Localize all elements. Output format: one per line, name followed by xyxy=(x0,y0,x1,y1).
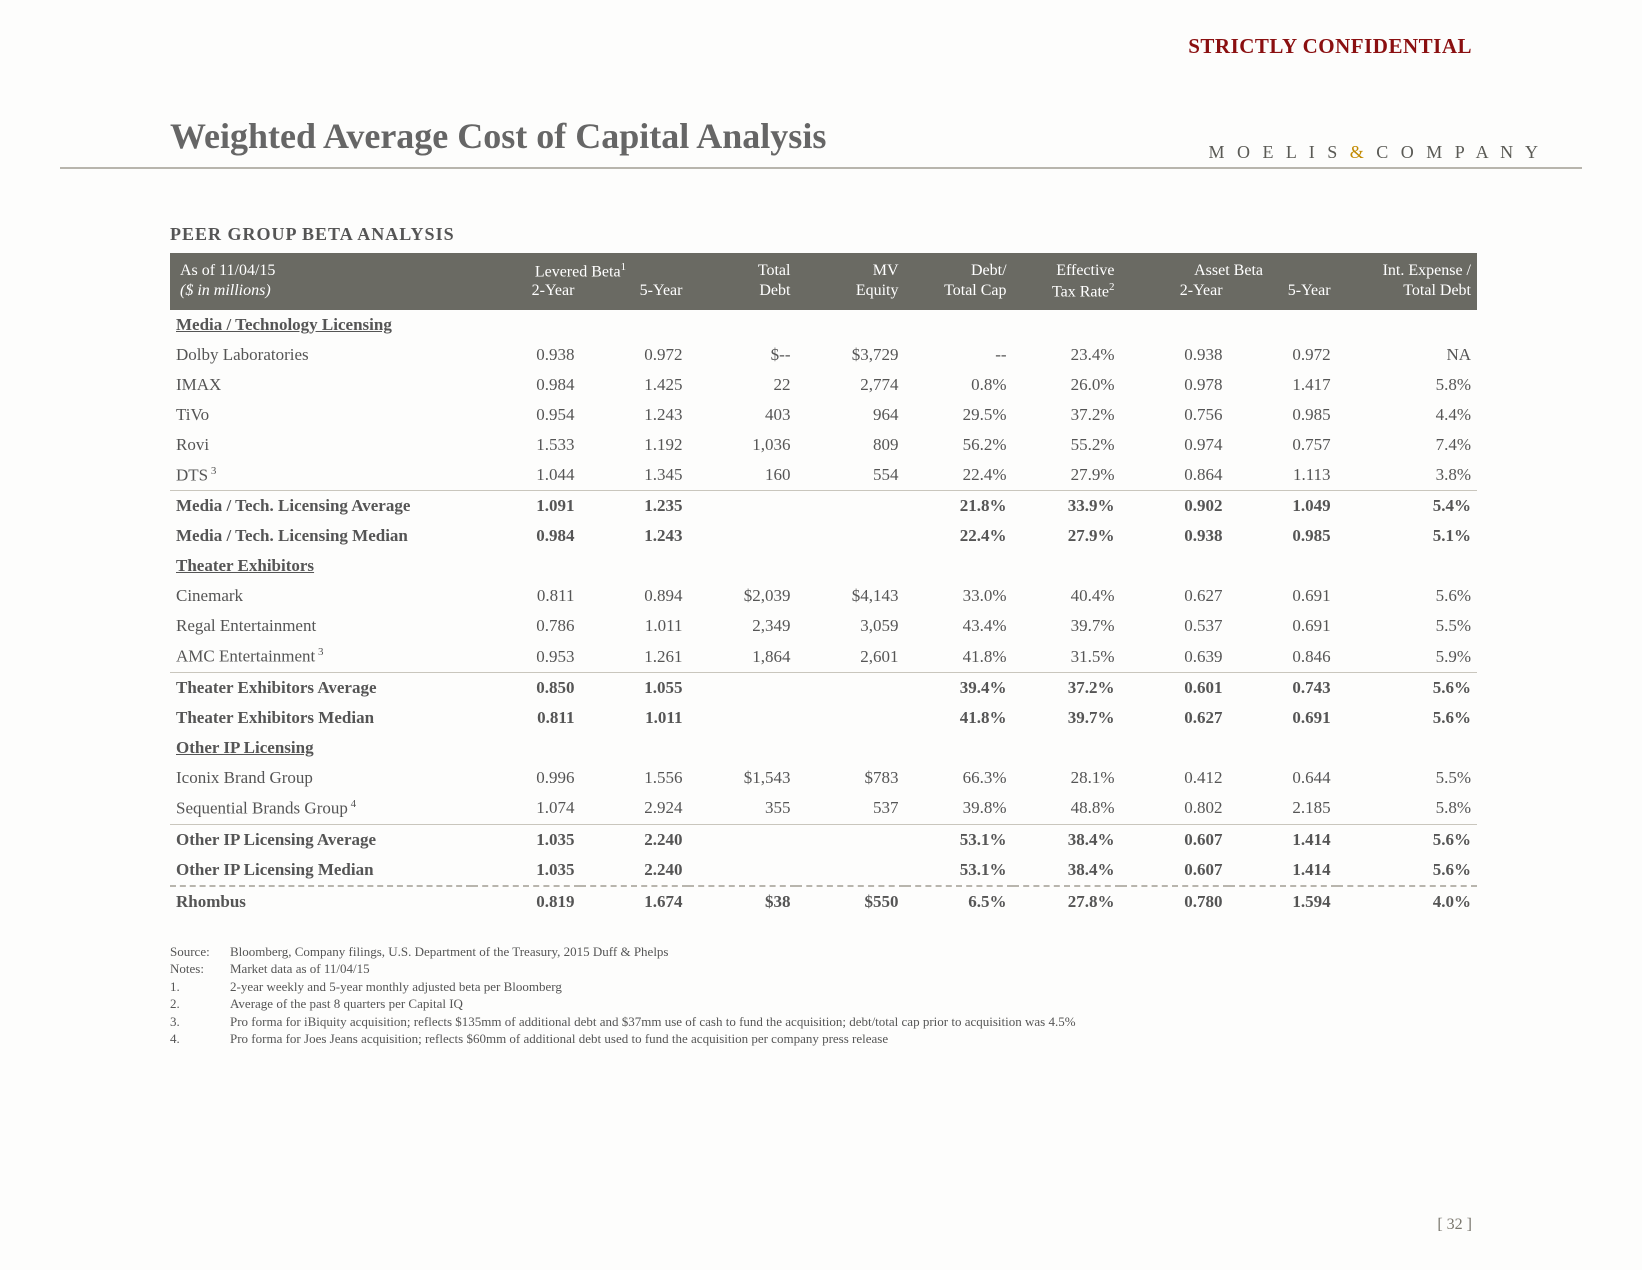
hdr-asset-2y: 2-Year xyxy=(1121,281,1229,309)
table-row: Media / Tech. Licensing Median0.9841.243… xyxy=(170,521,1477,551)
notes-label: Notes: xyxy=(170,960,230,978)
table-row: DTS 31.0441.34516055422.4%27.9%0.8641.11… xyxy=(170,460,1477,491)
table-row: Dolby Laboratories0.9380.972$--$3,729--2… xyxy=(170,340,1477,370)
hdr-2y: 2-Year xyxy=(472,281,580,309)
note-item: 4.Pro forma for Joes Jeans acquisition; … xyxy=(170,1030,1582,1048)
brand-logo: M O E L I S & C O M P A N Y xyxy=(1208,142,1582,163)
table-row: AMC Entertainment 30.9531.2611,8642,6014… xyxy=(170,641,1477,672)
beta-analysis-table: As of 11/04/15 Levered Beta1 Total MV De… xyxy=(170,253,1477,917)
table-row: Other IP Licensing Average1.0352.24053.1… xyxy=(170,824,1477,855)
table-row: Other IP Licensing Median1.0352.24053.1%… xyxy=(170,855,1477,886)
brand-prefix: M O E L I S xyxy=(1208,142,1341,162)
hdr-intexp: Int. Expense / xyxy=(1337,253,1477,281)
source-label: Source: xyxy=(170,943,230,961)
hdr-units: ($ in millions) xyxy=(170,281,472,309)
category-row: Media / Technology Licensing xyxy=(170,310,1477,340)
table-row: Iconix Brand Group0.9961.556$1,543$78366… xyxy=(170,763,1477,793)
confidential-label: STRICTLY CONFIDENTIAL xyxy=(1188,34,1472,59)
table-row: Theater Exhibitors Median0.8111.01141.8%… xyxy=(170,703,1477,733)
table-row: TiVo0.9541.24340396429.5%37.2%0.7560.985… xyxy=(170,400,1477,430)
note-item: 1.2-year weekly and 5-year monthly adjus… xyxy=(170,978,1582,996)
table-row: Media / Tech. Licensing Average1.0911.23… xyxy=(170,491,1477,522)
category-row: Theater Exhibitors xyxy=(170,551,1477,581)
hdr-total: Total xyxy=(688,253,796,281)
hdr-totaldebt: Total Debt xyxy=(1337,281,1477,309)
table-row: Theater Exhibitors Average0.8501.05539.4… xyxy=(170,672,1477,703)
rhombus-row: Rhombus0.8191.674$38$5506.5%27.8%0.7801.… xyxy=(170,886,1477,917)
page-title: Weighted Average Cost of Capital Analysi… xyxy=(170,115,826,157)
brand-suffix: C O M P A N Y xyxy=(1376,142,1542,162)
table-body: Media / Technology LicensingDolby Labora… xyxy=(170,310,1477,917)
hdr-levered: Levered Beta1 xyxy=(472,253,688,281)
hdr-debt: Debt xyxy=(688,281,796,309)
notes-text: Market data as of 11/04/15 xyxy=(230,960,370,978)
hdr-effective: Effective xyxy=(1013,253,1121,281)
table-row: Rovi1.5331.1921,03680956.2%55.2%0.9740.7… xyxy=(170,430,1477,460)
table-row: Sequential Brands Group 41.0742.92435553… xyxy=(170,793,1477,824)
hdr-asof: As of 11/04/15 xyxy=(170,253,472,281)
section-title: PEER GROUP BETA ANALYSIS xyxy=(170,224,1582,245)
page-number: [ 32 ] xyxy=(1437,1216,1472,1234)
hdr-taxrate: Tax Rate2 xyxy=(1013,281,1121,309)
hdr-5y: 5-Year xyxy=(580,281,688,309)
hdr-totalcap: Total Cap xyxy=(905,281,1013,309)
note-items: 1.2-year weekly and 5-year monthly adjus… xyxy=(170,978,1582,1048)
note-item: 3.Pro forma for iBiquity acquisition; re… xyxy=(170,1013,1582,1031)
table-wrapper: As of 11/04/15 Levered Beta1 Total MV De… xyxy=(170,253,1477,917)
hdr-asset: Asset Beta xyxy=(1121,253,1337,281)
table-header: As of 11/04/15 Levered Beta1 Total MV De… xyxy=(170,253,1477,310)
table-row: IMAX0.9841.425222,7740.8%26.0%0.9781.417… xyxy=(170,370,1477,400)
hdr-equity: Equity xyxy=(796,281,904,309)
brand-ampersand: & xyxy=(1341,142,1376,162)
category-row: Other IP Licensing xyxy=(170,733,1477,763)
table-row: Regal Entertainment0.7861.0112,3493,0594… xyxy=(170,611,1477,641)
hdr-mv: MV xyxy=(796,253,904,281)
note-item: 2.Average of the past 8 quarters per Cap… xyxy=(170,995,1582,1013)
source-text: Bloomberg, Company filings, U.S. Departm… xyxy=(230,943,668,961)
document-page: STRICTLY CONFIDENTIAL Weighted Average C… xyxy=(0,0,1642,1270)
title-row: Weighted Average Cost of Capital Analysi… xyxy=(60,115,1582,169)
footnotes: Source:Bloomberg, Company filings, U.S. … xyxy=(170,943,1582,1048)
hdr-debt-tc: Debt/ xyxy=(905,253,1013,281)
hdr-asset-5y: 5-Year xyxy=(1229,281,1337,309)
table-row: Cinemark0.8110.894$2,039$4,14333.0%40.4%… xyxy=(170,581,1477,611)
